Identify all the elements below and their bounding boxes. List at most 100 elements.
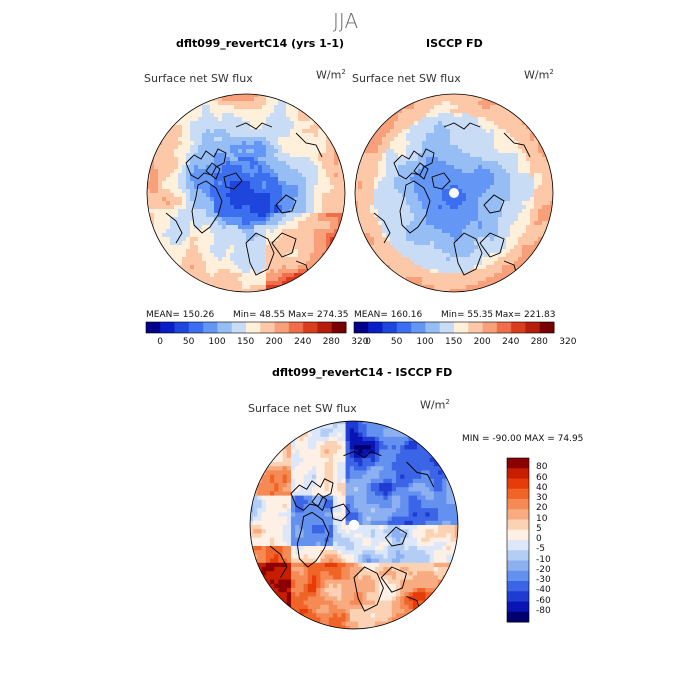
map-cell	[326, 145, 331, 150]
map-cell	[506, 109, 511, 114]
map-cell	[294, 121, 299, 126]
map-cell	[246, 189, 251, 194]
map-cell	[226, 241, 231, 246]
map-cell	[514, 121, 519, 126]
map-cell	[286, 165, 291, 170]
map-cell	[362, 449, 368, 455]
map-cell	[178, 121, 183, 126]
map-cell	[370, 245, 375, 250]
map-cell	[324, 462, 330, 467]
map-cell	[402, 261, 407, 266]
map-cell	[194, 257, 199, 262]
map-cell	[274, 201, 279, 206]
map-cell	[182, 177, 187, 182]
map-cell	[466, 101, 471, 106]
map-cell	[246, 281, 251, 286]
map-cell	[454, 113, 459, 118]
map-cell	[394, 189, 399, 194]
map-cell	[486, 269, 491, 274]
map-cell	[442, 109, 447, 114]
map-cell	[454, 125, 459, 130]
map-cell	[494, 153, 499, 158]
map-cell	[434, 269, 439, 274]
map-cell	[298, 277, 303, 282]
map-cell	[290, 277, 295, 282]
map-cell	[194, 169, 199, 174]
map-cell	[242, 193, 247, 198]
map-cell	[494, 149, 499, 154]
map-cell	[430, 221, 435, 226]
map-cell	[438, 165, 443, 170]
map-cell	[390, 273, 395, 278]
map-cell	[458, 197, 463, 202]
map-cell	[242, 197, 247, 202]
map-cell	[158, 161, 163, 166]
map-cell	[302, 209, 307, 214]
map-cell	[522, 257, 527, 262]
map-cell	[178, 245, 183, 250]
coastline	[223, 172, 243, 190]
map-cell	[534, 217, 539, 222]
map-cell	[466, 289, 471, 292]
map-cell	[258, 225, 263, 230]
map-cell	[486, 225, 491, 230]
map-cell	[362, 213, 367, 218]
map-cell	[286, 193, 291, 198]
map-cell	[382, 241, 387, 246]
map-cell	[154, 205, 159, 210]
map-cell	[202, 161, 207, 166]
map-cell	[242, 137, 247, 142]
map-cell	[242, 161, 247, 166]
map-cell	[406, 153, 411, 158]
map-cell	[498, 217, 503, 222]
map-cell	[378, 197, 383, 202]
map-cell	[421, 483, 426, 488]
map-cell	[430, 237, 435, 242]
map-cell	[450, 165, 455, 170]
map-cell	[234, 165, 239, 170]
map-cell	[206, 205, 211, 210]
map-cell	[355, 177, 359, 182]
map-cell	[282, 185, 287, 190]
map-cell	[430, 213, 435, 218]
map-cell	[434, 233, 439, 238]
map-cell	[398, 225, 403, 230]
map-cell	[362, 161, 367, 166]
map-cell	[498, 97, 503, 102]
map-cell	[341, 436, 347, 442]
map-cell	[349, 487, 355, 492]
map-cell	[274, 233, 279, 238]
map-cell	[390, 165, 395, 170]
map-cell	[170, 201, 175, 206]
map-cell	[254, 233, 259, 238]
map-cell	[214, 281, 219, 286]
map-cell	[298, 181, 303, 186]
map-cell	[262, 169, 267, 174]
map-cell	[246, 201, 251, 206]
map-cell	[474, 181, 479, 186]
map-cell	[190, 249, 195, 254]
map-cell	[326, 225, 331, 230]
map-cell	[306, 153, 311, 158]
map-cell	[230, 249, 235, 254]
map-cell	[202, 265, 207, 270]
map-cell	[250, 169, 255, 174]
map-cell	[274, 269, 279, 274]
map-cell	[438, 249, 443, 254]
map-cell	[362, 424, 368, 429]
map-cell	[546, 169, 551, 174]
map-cell	[238, 205, 243, 210]
map-cell	[418, 145, 423, 150]
map-cell	[425, 453, 431, 459]
map-cell	[206, 261, 211, 266]
map-cell	[502, 185, 507, 190]
map-cell	[410, 193, 415, 198]
map-cell	[382, 141, 387, 146]
map-cell	[522, 269, 527, 274]
map-cell	[406, 117, 411, 122]
map-cell	[333, 441, 338, 446]
map-cell	[250, 181, 255, 186]
map-cell	[186, 189, 191, 194]
map-cell	[446, 161, 451, 166]
map-cell	[262, 209, 267, 214]
